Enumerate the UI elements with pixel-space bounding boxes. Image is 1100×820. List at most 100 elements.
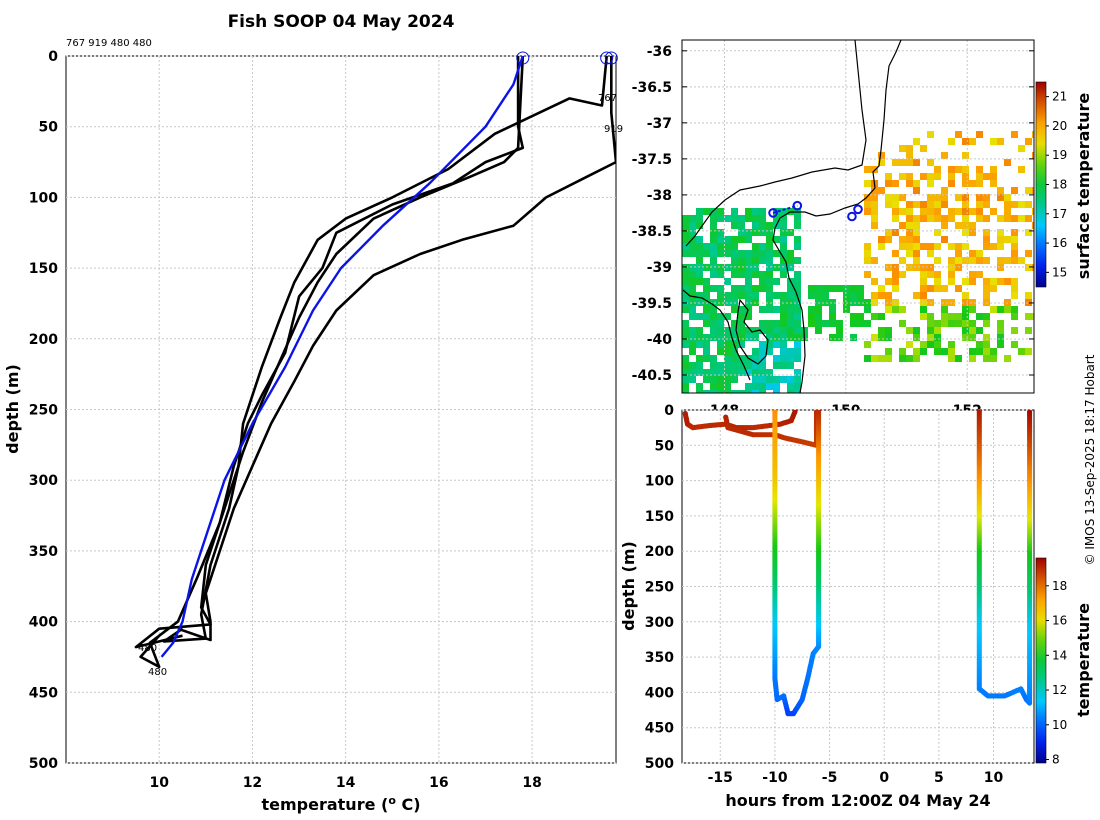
track-marker-0 — [792, 200, 803, 211]
map-cell — [934, 278, 941, 285]
map-cell — [1018, 215, 1025, 222]
map-cell — [822, 299, 829, 306]
map-cell — [962, 320, 969, 327]
map-cell — [1025, 229, 1032, 236]
surface-colorbar-ticks: 15 16 17 18 19 20 21 — [1046, 90, 1067, 279]
map-cell — [752, 334, 759, 341]
map-cell — [1032, 208, 1034, 215]
map-cell — [906, 173, 913, 180]
map-cell — [864, 320, 871, 327]
map-cell — [976, 313, 983, 320]
map-cell — [983, 285, 990, 292]
map-cell — [738, 369, 745, 376]
map-cell — [983, 243, 990, 250]
section-xtick-label: -10 — [762, 770, 788, 786]
map-cell — [717, 313, 724, 320]
map-cell — [752, 383, 759, 390]
map-cell — [738, 236, 745, 243]
profile-ytick-label: 0 — [48, 49, 58, 65]
map-cell — [787, 229, 794, 236]
map-cell — [752, 257, 759, 264]
map-cell — [766, 348, 773, 355]
map-cell — [941, 320, 948, 327]
map-cell — [1025, 138, 1032, 145]
map-cell — [1025, 348, 1032, 355]
map-cell — [822, 320, 829, 327]
map-cell — [927, 131, 934, 138]
map-cell — [997, 341, 1004, 348]
map-cell — [885, 264, 892, 271]
map-cell — [731, 355, 738, 362]
map-cell — [773, 215, 780, 222]
profile-ids-label: 767 919 480 480 — [66, 38, 152, 49]
map-cell — [962, 194, 969, 201]
map-cell — [899, 222, 906, 229]
map-cell — [892, 264, 899, 271]
profile-xtick-label: 18 — [522, 775, 541, 791]
map-cell — [899, 173, 906, 180]
section-ytick-label: 300 — [645, 615, 674, 631]
map-cell — [773, 292, 780, 299]
map-cell — [1011, 215, 1018, 222]
map-cell — [885, 355, 892, 362]
map-cell — [745, 306, 752, 313]
map-cell — [927, 208, 934, 215]
map-cell — [941, 187, 948, 194]
map-cell — [752, 222, 759, 229]
map-cell — [710, 250, 717, 257]
map-cell — [969, 257, 976, 264]
map-cell — [710, 376, 717, 383]
map-cell — [955, 243, 962, 250]
map-cell — [899, 194, 906, 201]
map-cell — [766, 278, 773, 285]
map-cell — [885, 327, 892, 334]
map-cell — [759, 383, 766, 390]
annotation-767: 767 — [598, 93, 617, 104]
map-cell — [920, 292, 927, 299]
map-cell — [689, 215, 696, 222]
map-cell — [710, 327, 717, 334]
map-cell — [1011, 250, 1018, 257]
map-cell — [983, 229, 990, 236]
map-cell — [948, 166, 955, 173]
map-cell — [927, 215, 934, 222]
map-cell — [885, 236, 892, 243]
map-cell — [780, 355, 787, 362]
map-cell — [934, 348, 941, 355]
map-cell — [892, 208, 899, 215]
map-cell — [759, 250, 766, 257]
map-cell — [745, 313, 752, 320]
profile-plot-frame — [65, 55, 617, 764]
map-cell — [962, 173, 969, 180]
map-cell — [934, 327, 941, 334]
map-cell — [983, 278, 990, 285]
map-cell — [689, 222, 696, 229]
map-cell — [913, 334, 920, 341]
map-cell — [969, 208, 976, 215]
map-cell — [906, 152, 913, 159]
profile-plot-ticks: 10 12 14 16 18 0 50 100 150 200 250 300 350 400 450 500 — [29, 49, 542, 791]
map-cell — [927, 243, 934, 250]
map-cell — [955, 222, 962, 229]
map-cell — [1032, 222, 1034, 229]
section-xtick-label: 5 — [934, 770, 944, 786]
map-cell — [682, 376, 689, 383]
map-cell — [738, 390, 745, 393]
map-cell — [780, 306, 787, 313]
profile-line-blue — [160, 56, 524, 658]
map-cell — [717, 390, 724, 393]
map-cell — [1004, 306, 1011, 313]
map-cell — [717, 341, 724, 348]
map-cell — [808, 320, 815, 327]
map-cell — [906, 341, 913, 348]
map-cell — [745, 299, 752, 306]
map-cell — [850, 292, 857, 299]
map-cell — [745, 278, 752, 285]
map-cell — [997, 236, 1004, 243]
map-cell — [864, 355, 871, 362]
map-cell — [738, 229, 745, 236]
map-cell — [1032, 152, 1034, 159]
map-cell — [696, 313, 703, 320]
map-cell — [857, 292, 864, 299]
temp-cb-label: 16 — [1052, 614, 1067, 628]
